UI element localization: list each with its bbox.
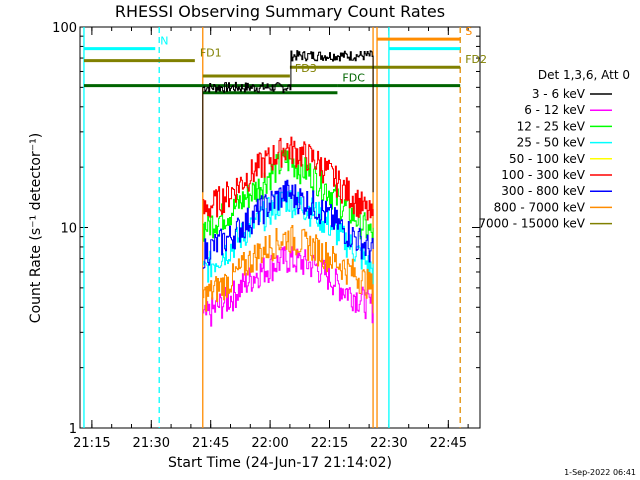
series-line <box>202 50 374 193</box>
x-tick-label: 22:45 <box>430 436 467 451</box>
legend-label: 25 - 50 keV <box>517 136 586 150</box>
legend-label: 300 - 800 keV <box>501 184 585 198</box>
series-300-800kev <box>202 179 374 269</box>
y-tick-label: 1 <box>69 422 77 437</box>
legend-label: 100 - 300 keV <box>501 168 585 182</box>
legend-title: Det 1,3,6, Att 0 <box>538 68 630 82</box>
series-line <box>202 246 374 327</box>
series-6-12kev <box>202 246 374 327</box>
x-tick-label: 22:30 <box>370 436 407 451</box>
legend-label: 6 - 12 keV <box>524 103 586 117</box>
x-tick-label: 22:00 <box>251 436 288 451</box>
x-tick-label: 21:30 <box>133 436 170 451</box>
series-3-6kev <box>202 50 374 193</box>
series-line <box>202 190 374 285</box>
legend-label: 3 - 6 keV <box>532 87 586 101</box>
series-800-7000kev <box>202 225 374 312</box>
interval-label: FD3 <box>295 62 317 75</box>
series-line <box>202 179 374 269</box>
series-100-300kev <box>202 136 374 221</box>
y-tick-label: 10 <box>60 222 77 237</box>
interval-label: FD2 <box>465 53 487 66</box>
legend: 3 - 6 keV 6 - 12 keV 12 - 25 keV 25 - 50 ke… <box>478 87 612 231</box>
chart-title: RHESSI Observing Summary Count Rates <box>115 2 445 21</box>
legend-label: 12 - 25 keV <box>517 119 586 133</box>
legend-label: 800 - 7000 keV <box>494 200 586 214</box>
interval-label: N <box>160 35 168 48</box>
x-tick-label: 21:45 <box>192 436 229 451</box>
series-line <box>202 136 374 221</box>
x-axis-label: Start Time (24-Jun-17 21:14:02) <box>168 455 392 471</box>
x-tick-label: 21:15 <box>73 436 110 451</box>
interval-label: FDC <box>342 72 365 85</box>
legend-label: 7000 - 15000 keV <box>478 217 585 231</box>
y-tick-label: 100 <box>52 21 77 36</box>
legend-label: 50 - 100 keV <box>509 152 586 166</box>
timestamp-footer: 1-Sep-2022 06:41 <box>564 468 636 477</box>
y-axis-label: Count Rate (s⁻¹ detector⁻¹) <box>28 133 44 323</box>
series-25-50kev <box>202 190 374 285</box>
interval-label: FD1 <box>200 47 222 60</box>
x-tick-label: 22:15 <box>311 436 348 451</box>
plot-area: 21:15 21:30 21:45 22:00 22:15 22:30 22:45 1 10 10… <box>52 21 487 451</box>
series-line <box>202 225 374 312</box>
interval-label: S <box>465 25 472 38</box>
